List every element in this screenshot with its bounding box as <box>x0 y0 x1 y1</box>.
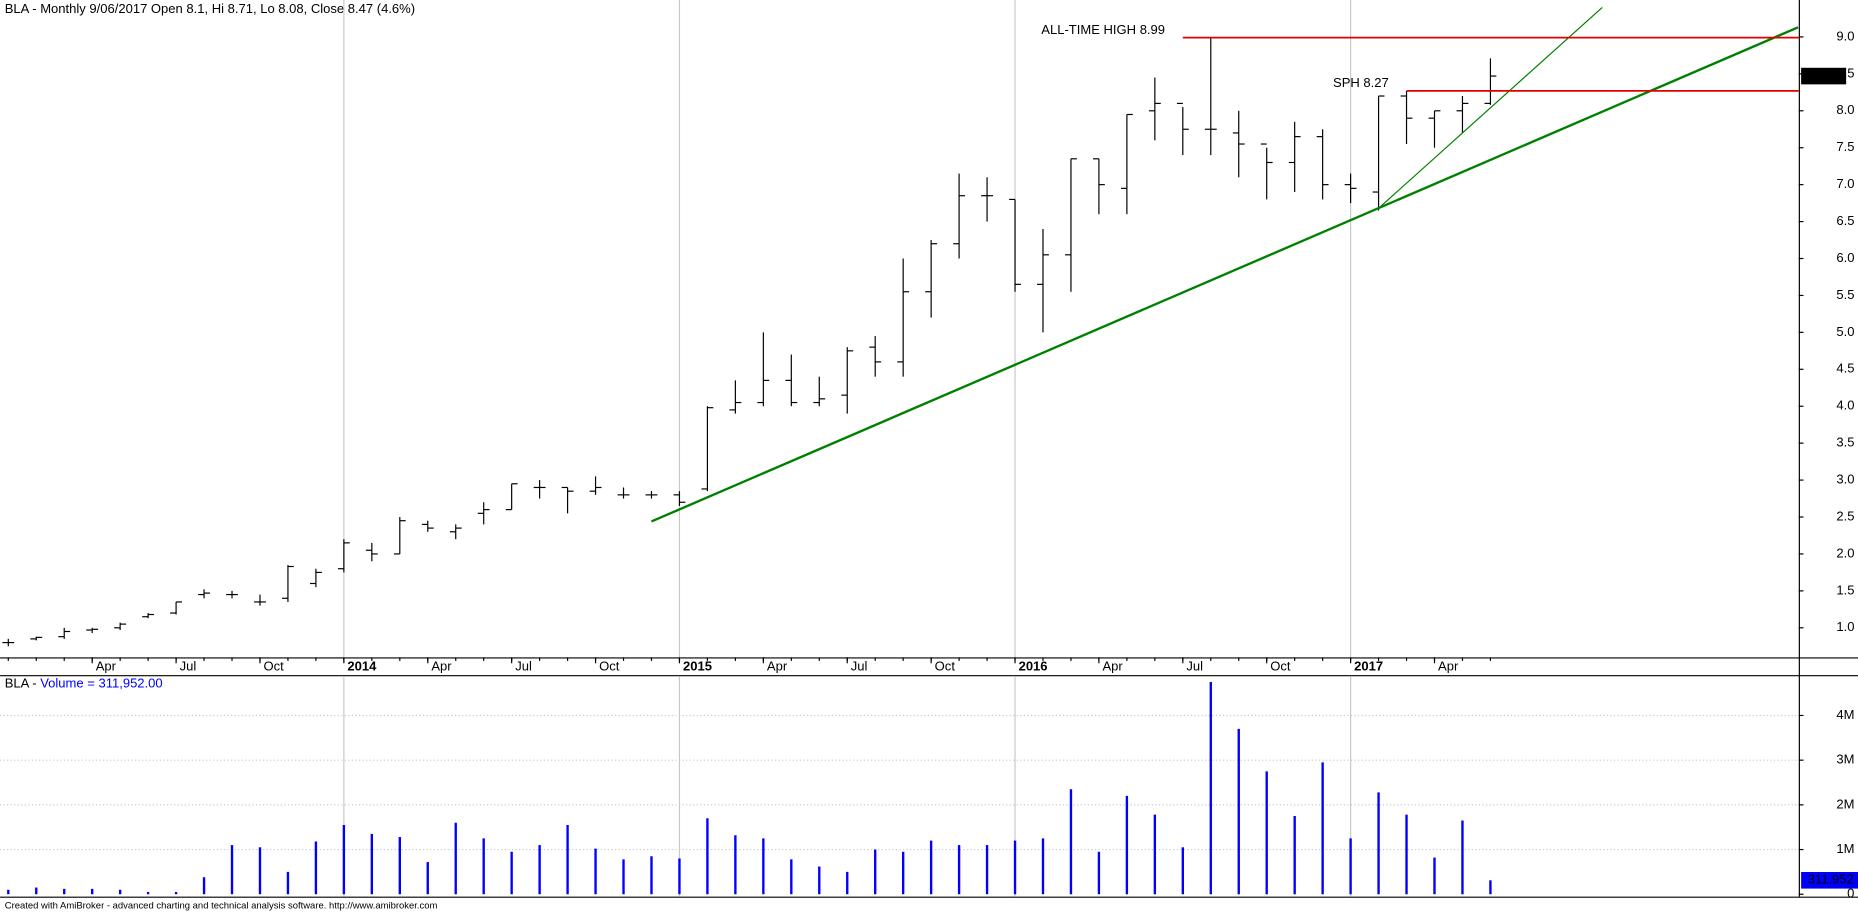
volume-title: BLA - Volume = 311,952.00 <box>5 676 163 691</box>
x-tick-label: Jul <box>851 658 868 673</box>
x-tick-label: Oct <box>599 658 620 673</box>
y-tick-label: 4.5 <box>1836 361 1854 376</box>
y-tick-label: 4M <box>1836 707 1854 722</box>
x-tick-label: Apr <box>96 658 117 673</box>
x-tick-label: 2014 <box>347 658 377 673</box>
x-tick-label: Oct <box>1270 658 1291 673</box>
y-tick-label: 2M <box>1836 796 1854 811</box>
y-tick-label: 3.0 <box>1836 472 1854 487</box>
price-title: BLA - Monthly 9/06/2017 Open 8.1, Hi 8.7… <box>5 1 415 16</box>
x-tick-label: Oct <box>264 658 285 673</box>
y-tick-label: 9.0 <box>1836 28 1854 43</box>
y-tick-label: 5.5 <box>1836 287 1854 302</box>
x-tick-label: Jul <box>1186 658 1203 673</box>
y-tick-label: 1.0 <box>1836 619 1854 634</box>
y-tick-label: 6.0 <box>1836 250 1854 265</box>
x-tick-label: 2016 <box>1019 658 1048 673</box>
x-tick-label: Jul <box>180 658 197 673</box>
y-tick-label: 4.0 <box>1836 398 1854 413</box>
volume-title-value: Volume = 311,952.00 <box>40 676 162 691</box>
y-tick-label: 2.5 <box>1836 508 1854 523</box>
y-tick-label: 3M <box>1836 752 1854 767</box>
last-price-label: 8.47 <box>1811 68 1836 83</box>
volume-title-symbol: BLA - <box>5 676 40 691</box>
y-tick-label: 1.5 <box>1836 582 1854 597</box>
x-tick-label: Jul <box>515 658 532 673</box>
x-tick-label: Apr <box>767 658 788 673</box>
last-volume-box <box>1801 872 1858 889</box>
trendline <box>651 26 1799 523</box>
x-tick-label: Oct <box>935 658 956 673</box>
y-tick-label: 0 <box>1847 886 1854 901</box>
last-volume-label: 311,952 <box>1808 872 1854 887</box>
x-tick-label: Apr <box>1438 658 1459 673</box>
y-tick-label: 8.0 <box>1836 102 1854 117</box>
last-price-box <box>1801 67 1847 85</box>
trendline <box>1378 6 1603 209</box>
y-tick-label: 5.0 <box>1836 324 1854 339</box>
x-tick-label: 2017 <box>1354 658 1383 673</box>
footer: Created with AmiBroker - advanced charti… <box>5 901 438 912</box>
y-tick-label: 7.5 <box>1836 139 1854 154</box>
x-tick-label: Apr <box>1102 658 1123 673</box>
x-tick-label: 2015 <box>683 658 712 673</box>
level-label: ALL-TIME HIGH 8.99 <box>1041 22 1165 37</box>
y-tick-label: 7.0 <box>1836 176 1854 191</box>
y-tick-label: 1M <box>1836 841 1854 856</box>
level-label: SPH 8.27 <box>1333 75 1389 90</box>
y-tick-label: 6.5 <box>1836 213 1854 228</box>
y-tick-label: 2.0 <box>1836 545 1854 560</box>
y-tick-label: 3.5 <box>1836 435 1854 450</box>
x-tick-label: Apr <box>431 658 452 673</box>
